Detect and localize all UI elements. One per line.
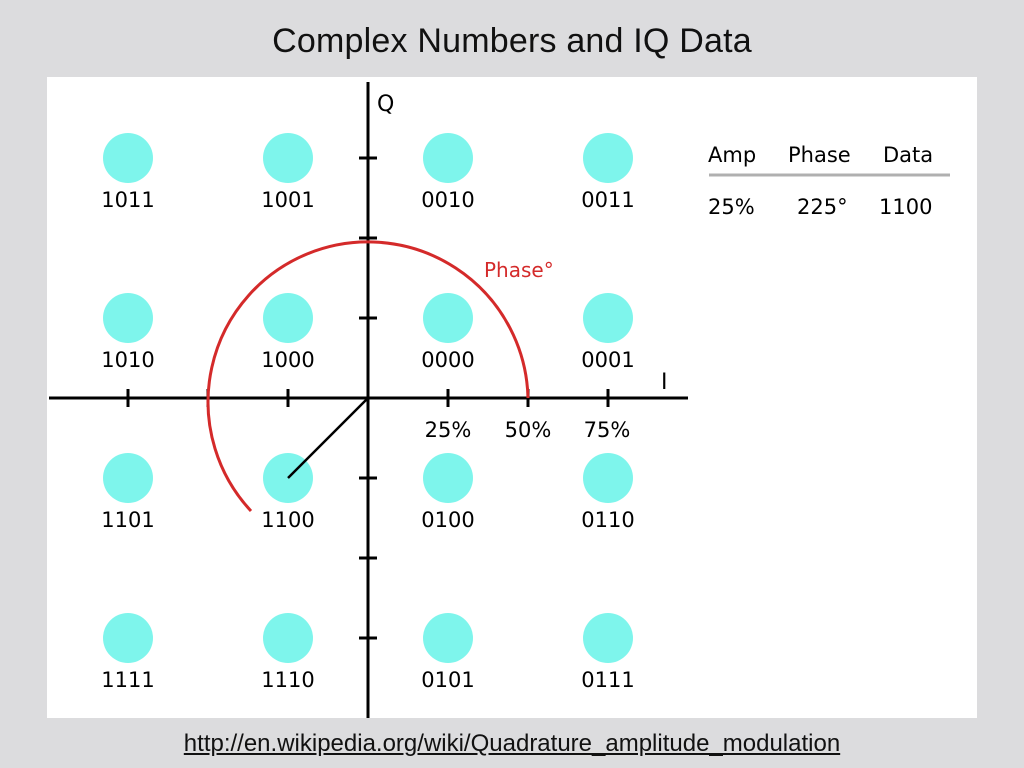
table-header-phase: Phase — [788, 143, 851, 167]
constellation-point — [103, 613, 153, 663]
constellation-point — [583, 613, 633, 663]
constellation-point — [103, 133, 153, 183]
constellation-point-label: 1000 — [261, 348, 314, 372]
constellation-point-label: 1101 — [101, 508, 154, 532]
table-value-amp: 25% — [708, 195, 755, 219]
constellation-point-label: 0111 — [581, 668, 634, 692]
phase-vector — [287, 397, 369, 479]
constellation-point-label: 0000 — [421, 348, 474, 372]
constellation-point — [583, 293, 633, 343]
constellation-point — [263, 613, 313, 663]
table-header-amp: Amp — [708, 143, 756, 167]
constellation-point — [583, 453, 633, 503]
constellation-point-label: 0110 — [581, 508, 634, 532]
tick-label-25: 25% — [425, 418, 472, 442]
constellation-point-label: 1001 — [261, 188, 314, 212]
phase-label: Phase° — [484, 258, 554, 282]
constellation-point-label: 1010 — [101, 348, 154, 372]
constellation-point — [263, 293, 313, 343]
constellation-point-label: 0101 — [421, 668, 474, 692]
tick-label-75: 75% — [584, 418, 631, 442]
constellation-point-label: 0011 — [581, 188, 634, 212]
table-value-phase: 225° — [797, 195, 848, 219]
source-link[interactable]: http://en.wikipedia.org/wiki/Quadrature_… — [183, 730, 841, 757]
constellation-point — [583, 133, 633, 183]
constellation-point — [423, 613, 473, 663]
constellation-point — [263, 133, 313, 183]
constellation-point-label: 1011 — [101, 188, 154, 212]
constellation-point-label: 1111 — [101, 668, 154, 692]
i-axis-label: I — [661, 370, 668, 395]
constellation-point-label: 0010 — [421, 188, 474, 212]
phase-arc — [206, 240, 530, 513]
constellation-point — [103, 453, 153, 503]
constellation-point-label: 1100 — [261, 508, 314, 532]
constellation-point — [103, 293, 153, 343]
constellation-point — [423, 293, 473, 343]
axes-group: I Q 25% 50% 75% — [49, 82, 688, 718]
constellation-point — [423, 133, 473, 183]
qam-constellation-figure: I Q 25% 50% 75% 1011 1001 0010 0011 1010 1000… — [47, 77, 977, 718]
table-header-data: Data — [883, 143, 933, 167]
readout-table: Amp Phase Data 25% 225° 1100 — [708, 143, 950, 219]
constellation-point-label: 0001 — [581, 348, 634, 372]
constellation-point — [423, 453, 473, 503]
table-value-data: 1100 — [879, 195, 932, 219]
constellation-points: 1011 1001 0010 0011 1010 1000 0000 0001 1101 1100… — [101, 133, 635, 692]
q-axis-label: Q — [377, 92, 394, 117]
constellation-point-label: 1110 — [261, 668, 314, 692]
tick-label-50: 50% — [505, 418, 552, 442]
constellation-point-label: 0100 — [421, 508, 474, 532]
slide-title: Complex Numbers and IQ Data — [272, 22, 752, 60]
